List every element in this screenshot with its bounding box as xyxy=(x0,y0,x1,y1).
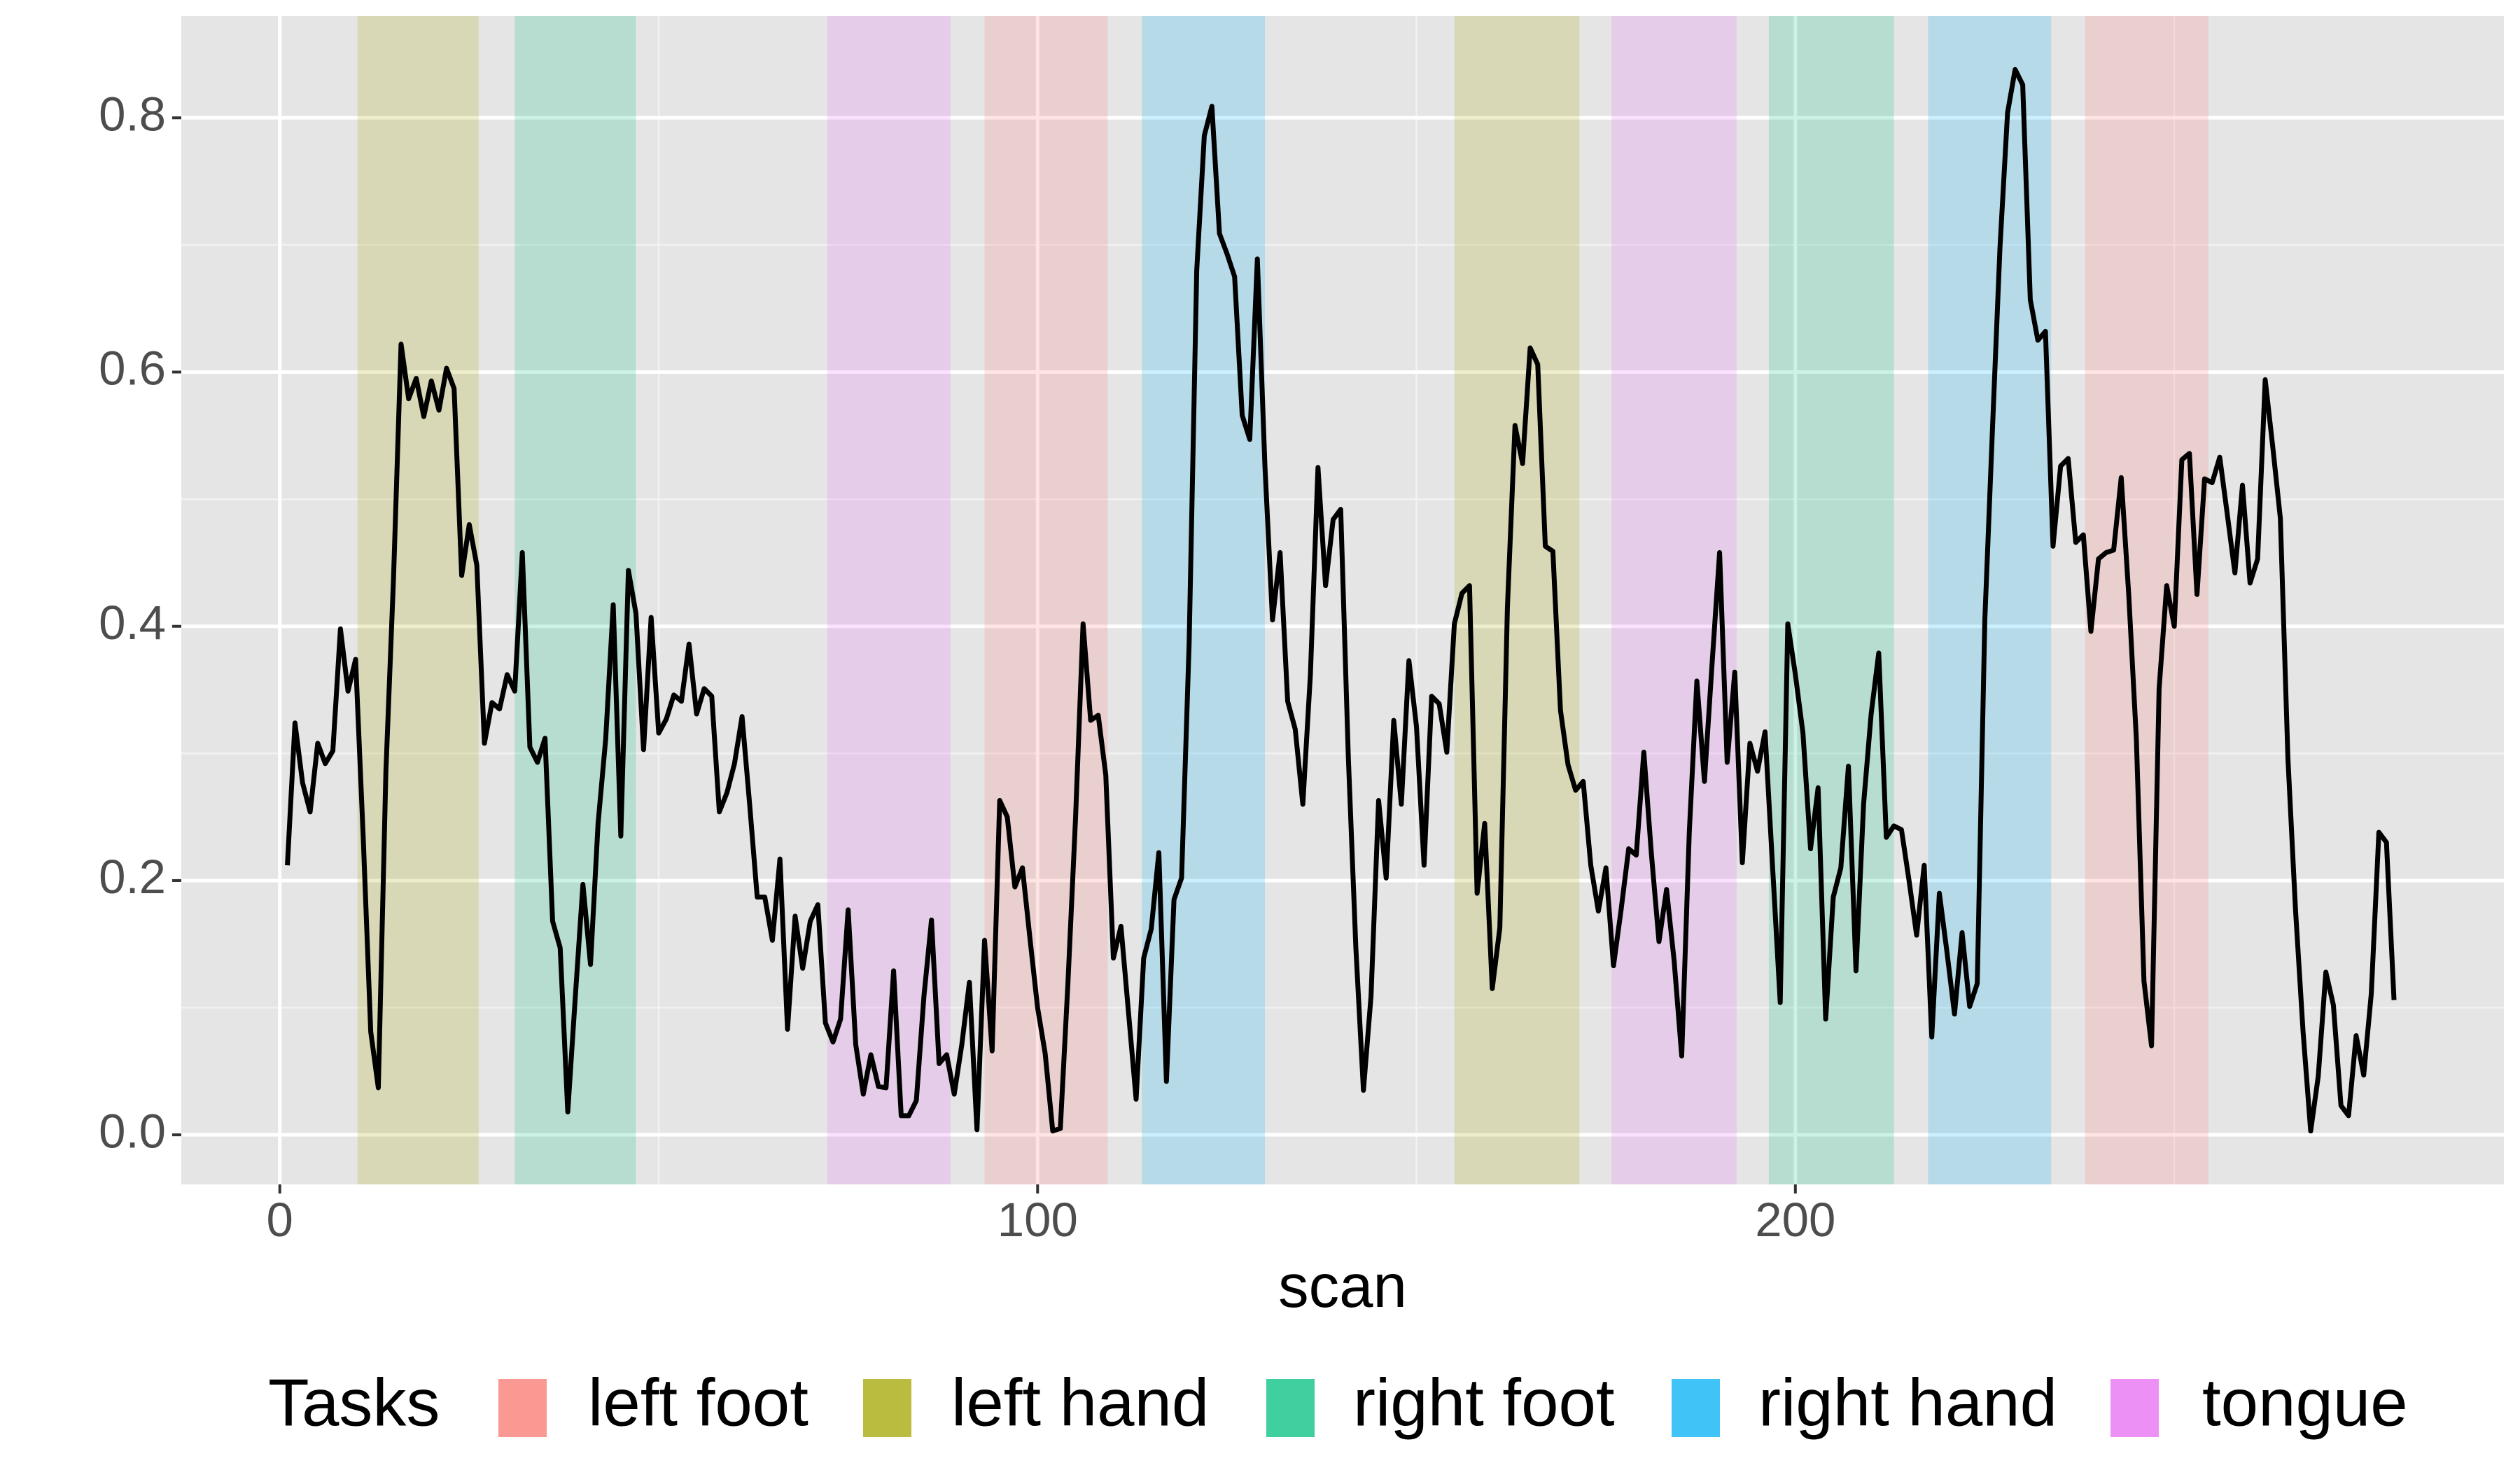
y-tick-label: 0.6 xyxy=(99,342,166,396)
y-tick-label: 0.4 xyxy=(99,596,166,650)
legend-title: Tasks xyxy=(268,1365,440,1440)
legend-label: right foot xyxy=(1353,1365,1615,1440)
legend-label: right hand xyxy=(1758,1365,2057,1440)
x-tick-label: 200 xyxy=(1755,1193,1835,1247)
task-block xyxy=(357,16,479,1184)
legend-label: tongue xyxy=(2202,1365,2408,1440)
legend-label: left hand xyxy=(951,1365,1209,1440)
legend-key xyxy=(1266,1379,1315,1437)
task-block xyxy=(1454,16,1580,1184)
legend-key xyxy=(1672,1379,1720,1437)
y-tick-label: 0.0 xyxy=(99,1104,166,1158)
task-block xyxy=(984,16,1108,1184)
legend-label: left foot xyxy=(588,1365,808,1440)
task-block xyxy=(1928,16,2052,1184)
legend-key xyxy=(498,1379,547,1437)
legend-key xyxy=(863,1379,911,1437)
y-tick-label: 0.8 xyxy=(99,88,166,141)
task-block xyxy=(1768,16,1894,1184)
y-tick-label: 0.2 xyxy=(99,850,166,904)
x-tick-label: 100 xyxy=(997,1193,1078,1247)
task-block xyxy=(827,16,951,1184)
x-tick-label: 0 xyxy=(267,1193,293,1247)
x-axis-title: scan xyxy=(1278,1252,1407,1320)
legend-key xyxy=(2110,1379,2159,1437)
signal-line xyxy=(285,66,2397,1134)
